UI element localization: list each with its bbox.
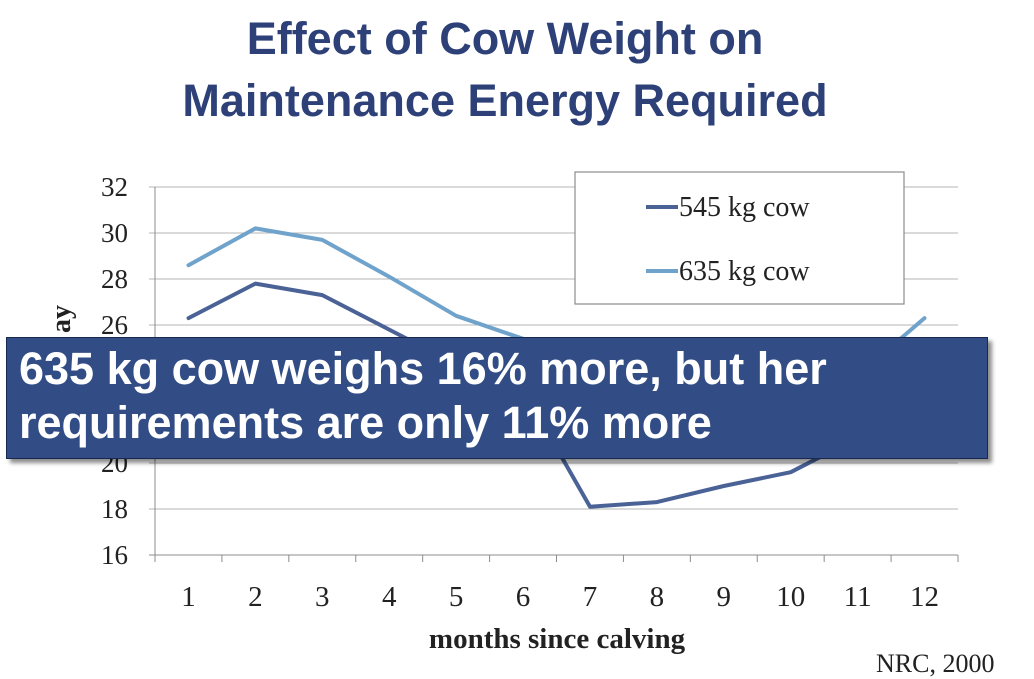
x-tick-label: 12 — [910, 581, 939, 613]
legend-label: 545 kg cow — [679, 192, 810, 223]
x-tick-label: 2 — [248, 581, 263, 613]
y-axis-title: ay — [46, 305, 77, 333]
callout-box: 635 kg cow weighs 16% more, but her requ… — [6, 337, 988, 459]
x-tick-label: 4 — [382, 581, 397, 613]
line-chart: 161820222426283032123456789101112months … — [46, 171, 959, 655]
slide-title: Effect of Cow Weight on Maintenance Ener… — [0, 8, 1010, 132]
legend-label: 635 kg cow — [679, 256, 810, 287]
legend-box — [574, 171, 905, 305]
x-axis-title: months since calving — [429, 623, 686, 655]
title-line-2: Maintenance Energy Required — [182, 75, 828, 126]
x-tick-label: 6 — [516, 581, 531, 613]
y-tick-label: 18 — [101, 494, 128, 524]
x-tick-label: 5 — [449, 581, 464, 613]
x-tick-label: 9 — [717, 581, 732, 613]
x-tick-label: 7 — [583, 581, 598, 613]
x-tick-label: 11 — [844, 581, 872, 613]
x-tick-label: 10 — [776, 581, 805, 613]
y-tick-label: 28 — [101, 264, 128, 294]
legend: 545 kg cow 635 kg cow — [574, 171, 905, 305]
y-tick-label: 16 — [101, 540, 128, 570]
y-tick-label: 30 — [101, 218, 128, 248]
y-tick-label: 32 — [101, 172, 128, 202]
callout-line-1: 635 kg cow weighs 16% more, but her — [19, 343, 827, 394]
x-tick-label: 8 — [650, 581, 665, 613]
callout-line-2: requirements are only 11% more — [19, 397, 712, 448]
y-tick-label: 26 — [101, 310, 128, 340]
x-tick-label: 3 — [315, 581, 330, 613]
title-line-1: Effect of Cow Weight on — [246, 13, 764, 64]
source-citation: NRC, 2000 — [876, 649, 995, 678]
x-tick-label: 1 — [181, 581, 196, 613]
